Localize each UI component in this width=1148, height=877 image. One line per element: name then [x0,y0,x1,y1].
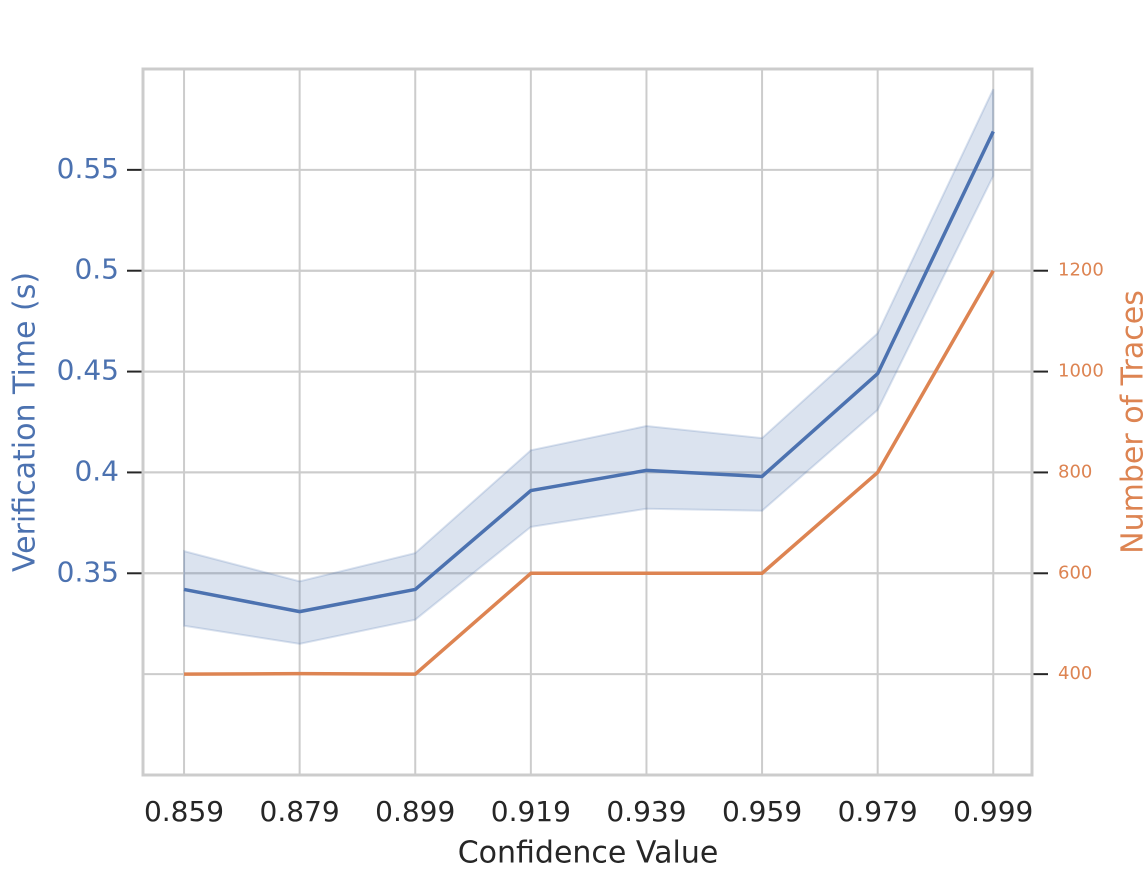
y-axis-label: Verification Time (s) [8,272,43,572]
plot-frame [141,67,1034,777]
y2-tick-label: 400 [1058,663,1092,684]
y-tick-label: 0.5 [74,253,119,286]
x-tick-label: 0.979 [838,795,918,828]
x-tick-label: 0.899 [375,795,455,828]
confidence-band [183,88,995,645]
x-tick-label: 0.999 [953,795,1033,828]
x-tick-label: 0.919 [491,795,571,828]
x-tick-label: 0.859 [144,795,224,828]
x-axis-label: Confidence Value [458,836,719,871]
y-tick-label: 0.45 [57,354,119,387]
x-tick-label: 0.879 [260,795,340,828]
y2-tick-label: 1000 [1058,361,1104,382]
y-tick-label: 0.35 [57,555,119,588]
y-tick-label: 0.4 [74,454,119,487]
line [184,269,995,676]
y2-tick-label: 1200 [1058,260,1104,281]
y2-tick-label: 600 [1058,562,1092,583]
y-tick-label: 0.55 [57,152,119,185]
x-tick-label: 0.959 [722,795,802,828]
line [183,130,995,614]
y2-axis-label: Number of Traces [1116,290,1148,554]
y2-tick-label: 800 [1058,461,1092,482]
x-tick-label: 0.939 [606,795,686,828]
